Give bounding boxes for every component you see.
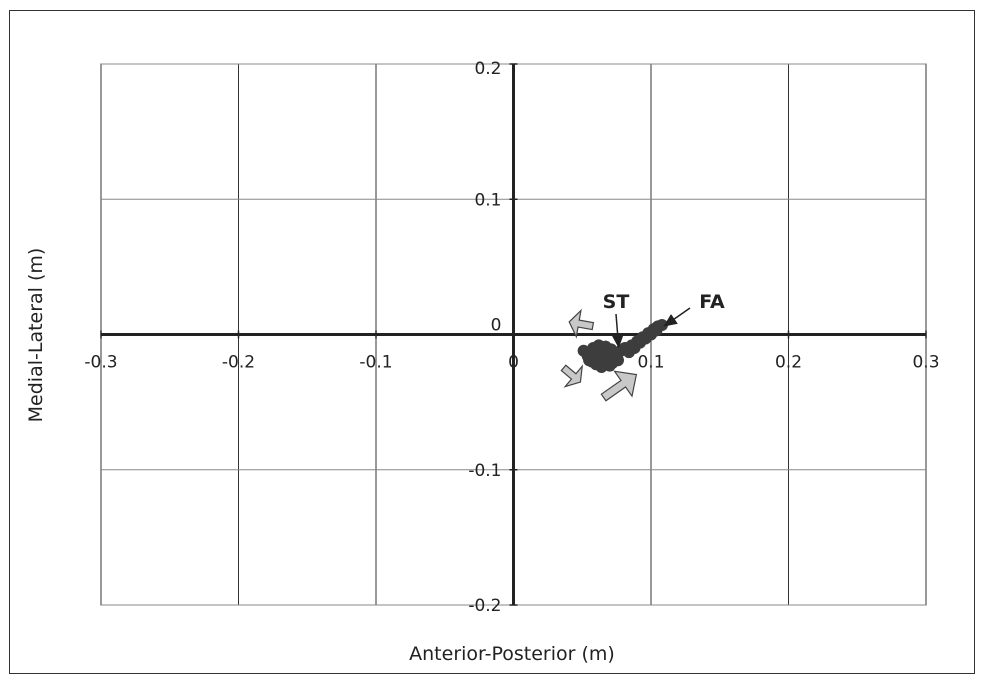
- data-point: [590, 347, 602, 360]
- x-tick-label: 0.3: [912, 353, 939, 373]
- block-arrow-shape: [600, 370, 638, 402]
- y-tick-label: -0.1: [468, 461, 501, 481]
- annotations: ST FA: [603, 291, 725, 349]
- chart-frame: [9, 10, 975, 674]
- y-tick-label: -0.2: [468, 596, 501, 616]
- x-tick-label: -0.2: [222, 353, 255, 373]
- x-tick-label: 0.2: [775, 353, 802, 373]
- data-point: [650, 324, 663, 337]
- data-point: [605, 343, 618, 356]
- axes-layer: [100, 63, 927, 606]
- x-tick-label: -0.3: [84, 353, 117, 373]
- tick-labels: -0.3 -0.2 -0.1 0 0.1 0.2 0.3 0.2 0.1 0 -0.1 -0.2: [84, 59, 939, 616]
- block-arrow-shape: [560, 364, 584, 388]
- annotation-fa-label: FA: [699, 291, 725, 313]
- direction-arrows: [560, 308, 638, 402]
- x-axis-title: Anterior-Posterior (m): [409, 643, 615, 665]
- x-tick-label: 0: [508, 353, 519, 373]
- annotation-st-arrow: [611, 313, 624, 349]
- direction-arrow: [568, 308, 595, 339]
- direction-arrow: [600, 370, 638, 402]
- y-tick-label: 0: [491, 316, 502, 336]
- annotation-st-label: ST: [603, 291, 630, 313]
- x-tick-label: -0.1: [359, 353, 392, 373]
- annotation-fa-arrow: [663, 307, 691, 327]
- x-tick-label: 0.1: [637, 353, 664, 373]
- y-tick-label: 0.1: [474, 190, 501, 210]
- block-arrow-shape: [568, 308, 595, 339]
- data-point: [612, 354, 624, 367]
- y-axis-title: Medial-Lateral (m): [25, 248, 47, 423]
- y-tick-label: 0.2: [474, 59, 501, 79]
- data-points: [577, 319, 668, 373]
- direction-arrow: [560, 364, 584, 388]
